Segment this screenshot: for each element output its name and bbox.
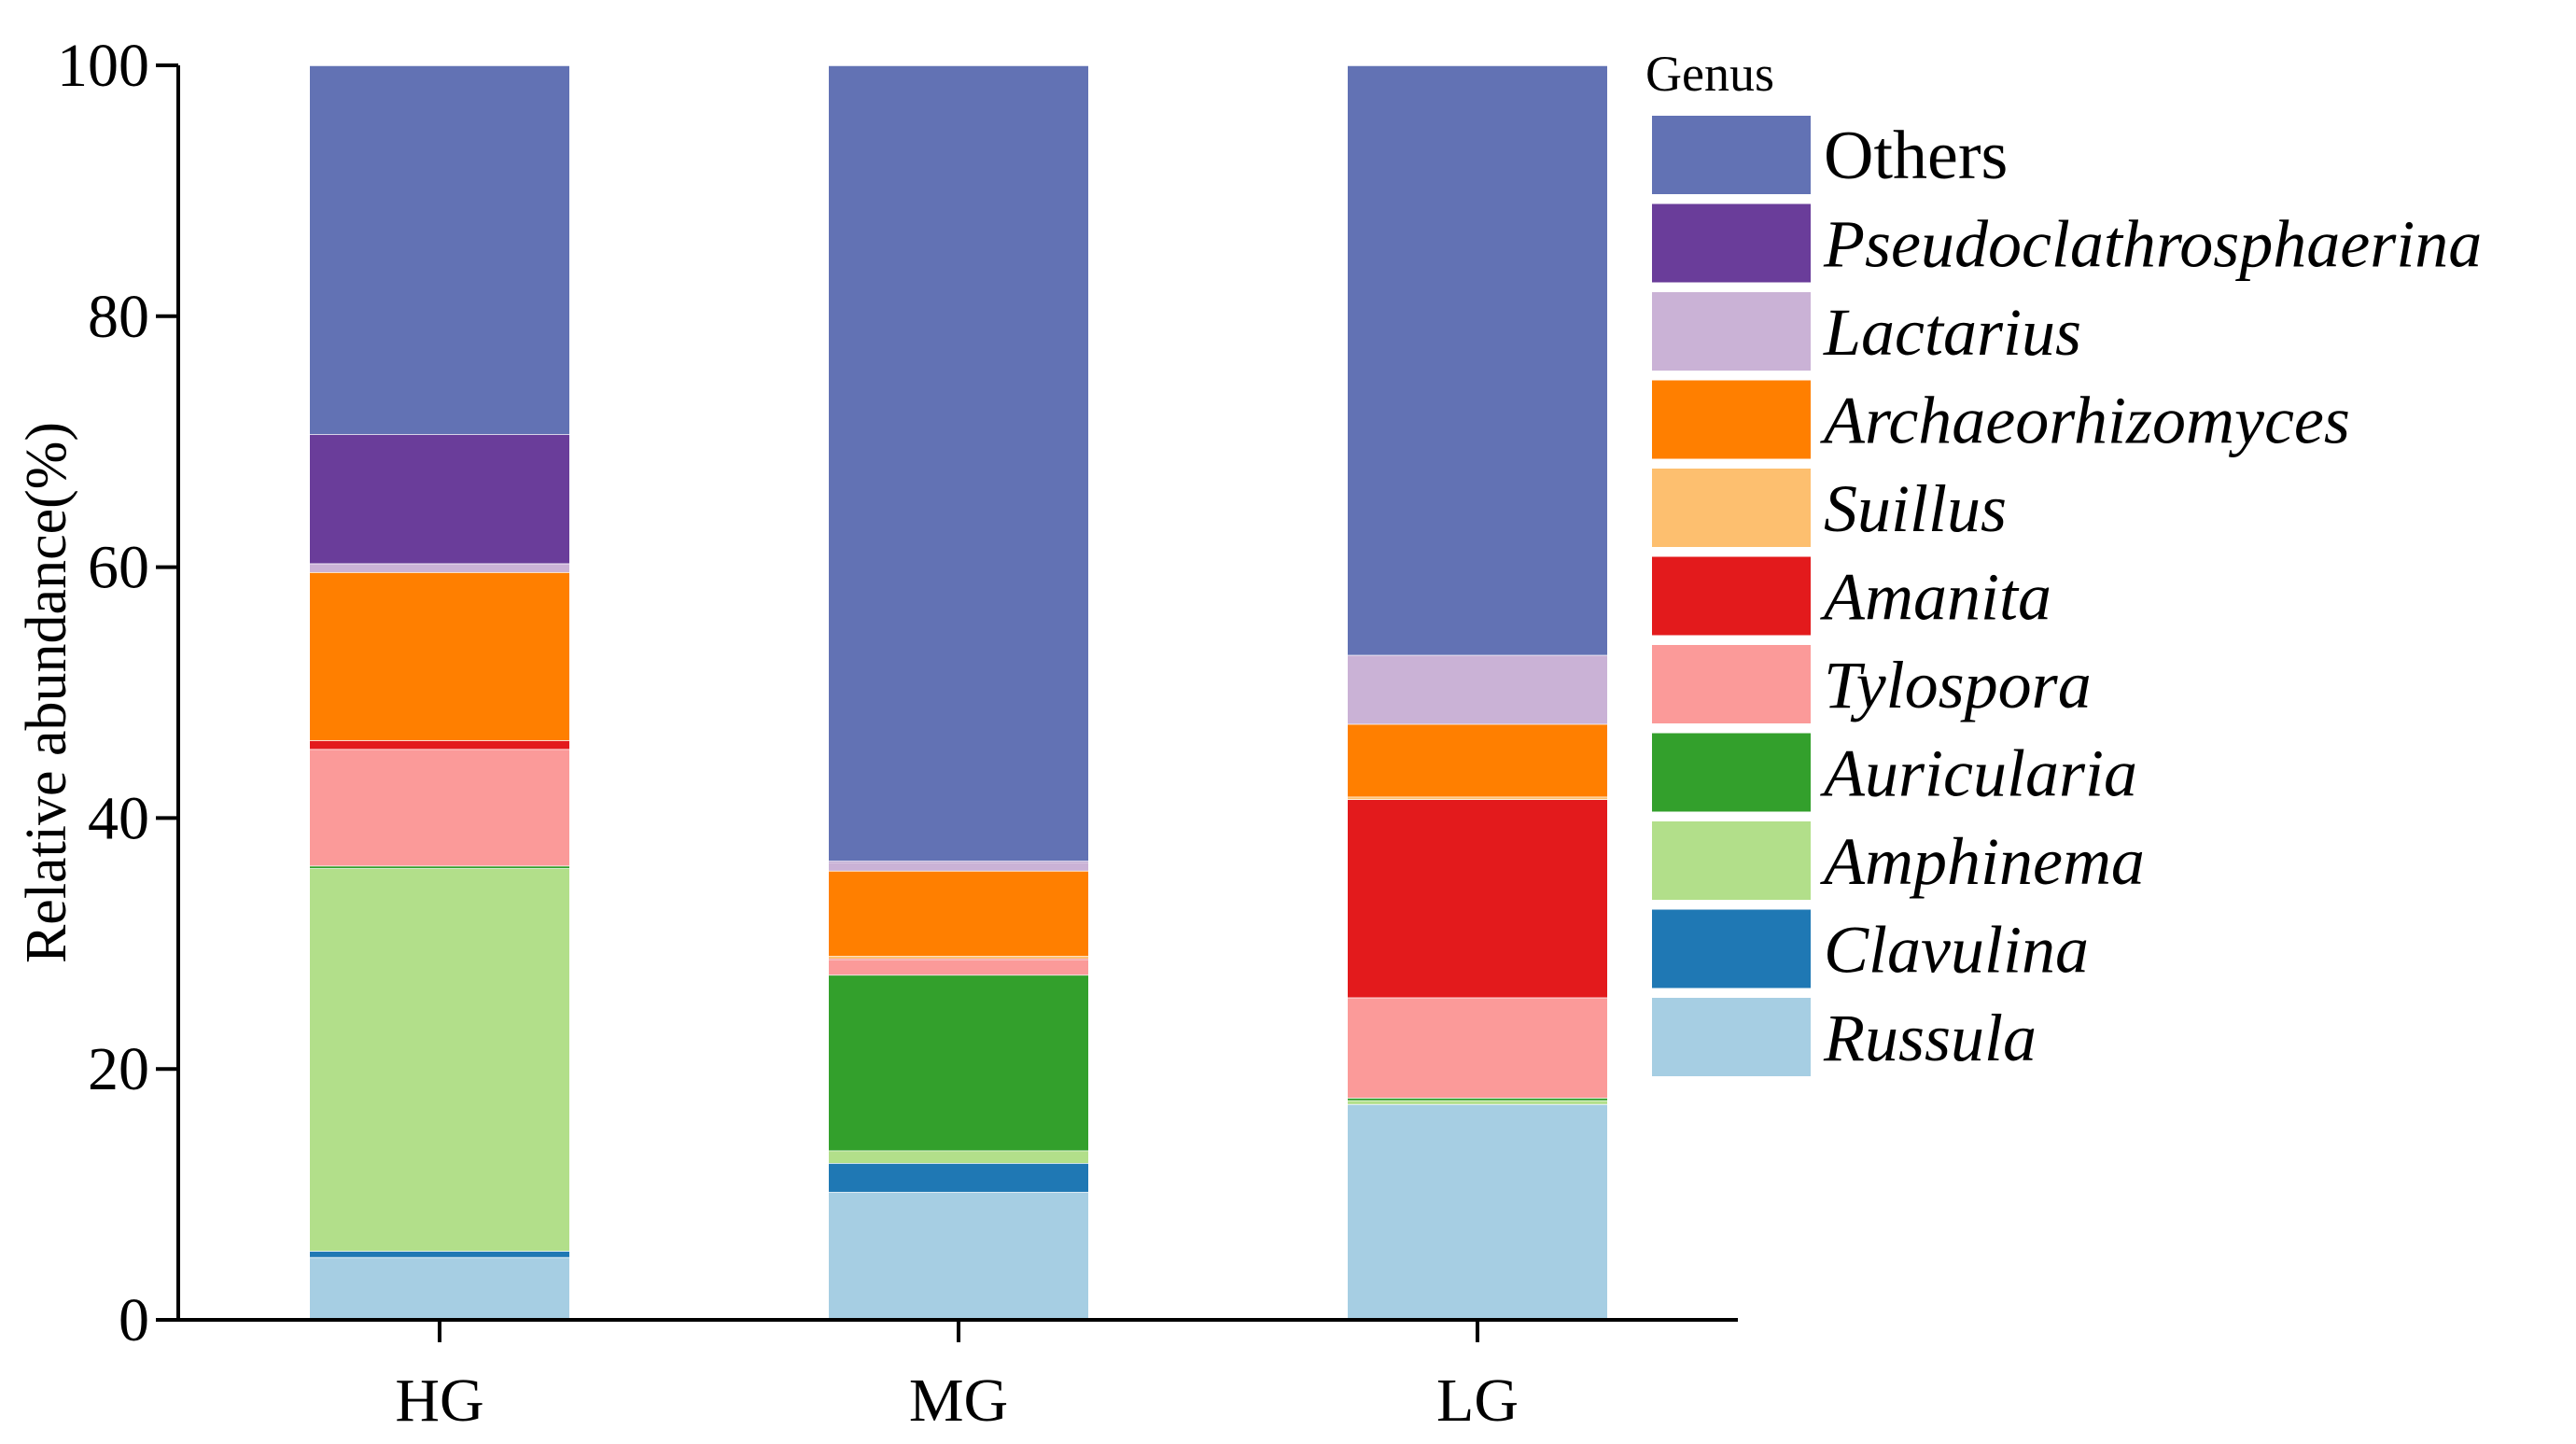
legend-swatch-archaeorhizomyces [1652, 380, 1811, 459]
bar-segment-lg-tylospora [1348, 997, 1607, 1099]
bar-segment-hg-amphinema [310, 868, 569, 1252]
bar-segment-hg-clavulina [310, 1251, 569, 1257]
legend-label-suillus: Suillus [1824, 471, 2007, 546]
bar-segment-lg-amanita [1348, 799, 1607, 998]
legend-label-clavulina: Clavulina [1824, 913, 2089, 988]
bar-segment-lg-lactarius [1348, 654, 1607, 724]
bar-segment-mg-tylospora [829, 960, 1088, 975]
legend-swatch-clavulina [1652, 909, 1811, 988]
bar-segment-hg-russula [310, 1256, 569, 1320]
bar-segment-mg-others [829, 65, 1088, 862]
x-ticks: HG MG LG [395, 1320, 1519, 1435]
legend-label-auricularia: Auricularia [1820, 736, 2137, 811]
bar-stack-lg [1348, 64, 1607, 1320]
bar-segment-mg-lactarius [829, 862, 1088, 871]
y-tick-label: 80 [88, 283, 149, 351]
bar-segment-mg-russula [829, 1191, 1088, 1320]
bar-segment-hg-tylospora [310, 749, 569, 866]
legend-swatch-others [1652, 116, 1811, 194]
legend-label-others: Others [1824, 118, 2008, 194]
legend-item-lactarius: Lactarius [1652, 292, 2081, 371]
bar-segment-lg-archaeorhizomyces [1348, 723, 1607, 797]
bar-stack-mg [829, 64, 1088, 1320]
legend-swatch-pseudoclathrosphaerina [1652, 203, 1811, 283]
bar-segment-lg-russula [1348, 1103, 1607, 1320]
legend-item-clavulina: Clavulina [1652, 909, 2089, 988]
legend-swatch-amanita [1652, 556, 1811, 636]
bar-segment-lg-amphinema [1348, 1100, 1607, 1104]
x-tick-label-lg: LG [1436, 1367, 1519, 1435]
bar-stack-hg [310, 64, 569, 1320]
y-tick-label: 20 [88, 1035, 149, 1103]
legend-title: Genus [1645, 46, 1774, 102]
y-tick-label: 100 [57, 32, 149, 100]
legend-label-amanita: Amanita [1820, 560, 2051, 635]
y-tick-label: 0 [119, 1286, 149, 1354]
bar-segment-hg-others [310, 65, 569, 435]
bar-segment-mg-amphinema [829, 1150, 1088, 1163]
y-axis-label: Relative abundance(%) [15, 422, 78, 963]
y-tick-label: 40 [88, 784, 149, 852]
legend-item-amanita: Amanita [1652, 556, 2051, 636]
bar-segment-lg-auricularia [1348, 1098, 1607, 1101]
legend-item-pseudoclathrosphaerina: Pseudoclathrosphaerina [1652, 203, 2482, 283]
legend-swatch-lactarius [1652, 292, 1811, 371]
bar-segment-mg-archaeorhizomyces [829, 870, 1088, 957]
legend-item-amphinema: Amphinema [1652, 821, 2145, 900]
bar-segment-lg-suillus [1348, 796, 1607, 800]
bar-segment-hg-auricularia [310, 865, 569, 869]
legend-swatch-russula [1652, 998, 1811, 1076]
legend-swatch-amphinema [1652, 821, 1811, 900]
bar-segment-hg-archaeorhizomyces [310, 571, 569, 741]
legend-label-russula: Russula [1823, 1001, 2037, 1075]
bars-layer [310, 64, 1607, 1320]
legend-item-auricularia: Auricularia [1652, 733, 2137, 812]
legend-swatch-suillus [1652, 469, 1811, 547]
legend-item-tylospora: Tylospora [1652, 645, 2092, 723]
legend-item-suillus: Suillus [1652, 469, 2007, 547]
y-ticks: 0 20 40 60 80 100 [57, 32, 178, 1354]
legend: Others Pseudoclathrosphaerina Lactarius Arc… [1652, 116, 2482, 1076]
bar-segment-mg-suillus [829, 956, 1088, 959]
x-tick-label-hg: HG [395, 1367, 483, 1435]
bar-segment-hg-amanita [310, 740, 569, 750]
legend-label-amphinema: Amphinema [1820, 824, 2145, 899]
legend-item-russula: Russula [1652, 998, 2037, 1076]
bar-segment-mg-auricularia [829, 974, 1088, 1151]
x-tick-label-mg: MG [909, 1367, 1008, 1435]
bar-segment-hg-pseudoclathrosphaerina [310, 434, 569, 564]
legend-label-pseudoclathrosphaerina: Pseudoclathrosphaerina [1823, 207, 2482, 282]
bar-segment-lg-others [1348, 65, 1607, 655]
bar-segment-hg-lactarius [310, 563, 569, 572]
legend-swatch-auricularia [1652, 733, 1811, 812]
legend-label-archaeorhizomyces: Archaeorhizomyces [1820, 384, 2350, 458]
legend-label-tylospora: Tylospora [1824, 648, 2092, 722]
legend-item-archaeorhizomyces: Archaeorhizomyces [1652, 380, 2350, 459]
legend-item-others: Others [1652, 116, 2008, 194]
bar-segment-mg-clavulina [829, 1163, 1088, 1192]
y-tick-label: 60 [88, 534, 149, 602]
legend-swatch-tylospora [1652, 645, 1811, 723]
legend-label-lactarius: Lactarius [1823, 295, 2081, 370]
